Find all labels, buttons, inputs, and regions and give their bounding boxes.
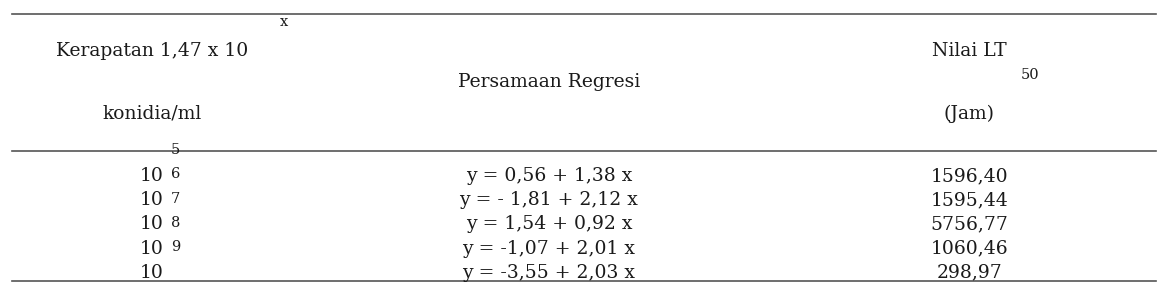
- Text: Persamaan Regresi: Persamaan Regresi: [458, 73, 640, 91]
- Text: x: x: [279, 16, 287, 30]
- Text: 6: 6: [171, 168, 180, 181]
- Text: konidia/ml: konidia/ml: [103, 105, 201, 123]
- Text: 10: 10: [140, 264, 164, 282]
- Text: y = -1,07 + 2,01 x: y = -1,07 + 2,01 x: [463, 239, 635, 258]
- Text: y = -3,55 + 2,03 x: y = -3,55 + 2,03 x: [463, 264, 635, 282]
- Text: 10: 10: [140, 215, 164, 233]
- Text: Nilai LT: Nilai LT: [932, 42, 1007, 60]
- Text: 298,97: 298,97: [937, 264, 1002, 282]
- Text: 10: 10: [140, 239, 164, 258]
- Text: 8: 8: [171, 216, 180, 230]
- Text: 10: 10: [140, 167, 164, 185]
- Text: 1595,44: 1595,44: [931, 191, 1008, 209]
- Text: 1596,40: 1596,40: [931, 167, 1008, 185]
- Text: Kerapatan 1,47 x 10: Kerapatan 1,47 x 10: [56, 42, 248, 60]
- Text: y = 1,54 + 0,92 x: y = 1,54 + 0,92 x: [466, 215, 632, 233]
- Text: y = 0,56 + 1,38 x: y = 0,56 + 1,38 x: [466, 167, 632, 185]
- Text: 50: 50: [1021, 68, 1040, 82]
- Text: 7: 7: [171, 192, 180, 206]
- Text: 9: 9: [171, 240, 180, 254]
- Text: 10: 10: [140, 191, 164, 209]
- Text: y = - 1,81 + 2,12 x: y = - 1,81 + 2,12 x: [459, 191, 639, 209]
- Text: 5756,77: 5756,77: [931, 215, 1008, 233]
- Text: 1060,46: 1060,46: [931, 239, 1008, 258]
- Text: (Jam): (Jam): [944, 105, 995, 123]
- Text: 5: 5: [171, 143, 180, 157]
